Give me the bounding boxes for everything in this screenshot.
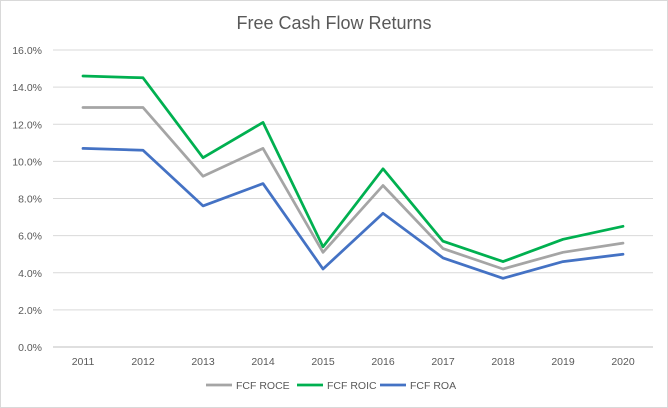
x-tick-label: 2013 xyxy=(191,356,215,368)
series-line-fcf-roic xyxy=(81,74,625,263)
x-tick-label: 2017 xyxy=(431,356,455,368)
y-tick-label: 16.0% xyxy=(12,45,42,57)
series-line-fcf-roa xyxy=(81,147,625,280)
legend-label: FCF ROCE xyxy=(236,380,290,392)
x-tick-label: 2019 xyxy=(551,356,575,368)
y-tick-label: 4.0% xyxy=(18,268,42,280)
x-tick-label: 2012 xyxy=(131,356,155,368)
legend-label: FCF ROIC xyxy=(327,380,377,392)
series-line-fcf-roce xyxy=(81,106,625,271)
y-tick-label: 10.0% xyxy=(12,156,42,168)
x-tick-label: 2011 xyxy=(72,356,95,368)
y-tick-label: 2.0% xyxy=(18,305,42,317)
y-tick-label: 14.0% xyxy=(12,82,42,94)
x-tick-label: 2015 xyxy=(311,356,335,368)
x-tick-label: 2020 xyxy=(611,356,635,368)
y-tick-label: 6.0% xyxy=(18,231,42,243)
x-tick-label: 2014 xyxy=(251,356,275,368)
y-tick-label: 12.0% xyxy=(12,119,42,131)
chart-title: Free Cash Flow Returns xyxy=(236,13,432,33)
y-tick-label: 8.0% xyxy=(18,194,42,206)
legend-label: FCF ROA xyxy=(410,380,456,392)
x-tick-label: 2018 xyxy=(491,356,515,368)
x-tick-label: 2016 xyxy=(371,356,395,368)
y-tick-label: 0.0% xyxy=(18,342,42,354)
